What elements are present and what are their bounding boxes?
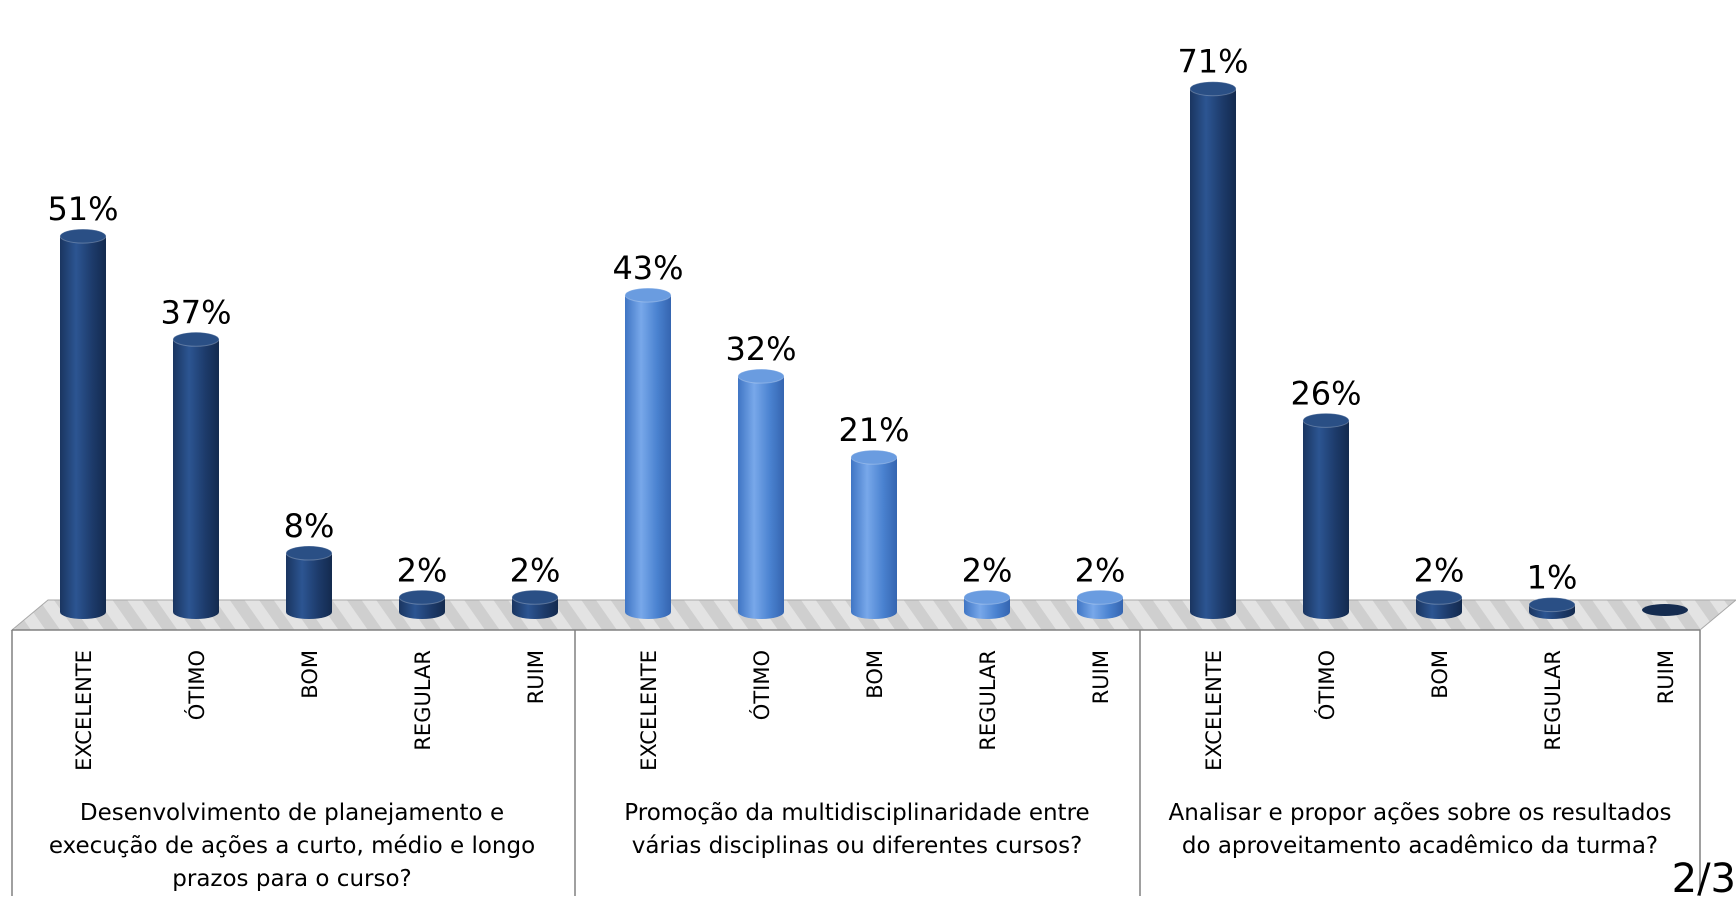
value-label: 2% <box>397 551 448 589</box>
bar <box>286 553 332 619</box>
bar-top <box>1189 81 1237 97</box>
group-label-line: execução de ações a curto, médio e longo <box>49 833 535 859</box>
bar <box>1303 420 1349 619</box>
category-label: EXCELENTE <box>72 650 96 771</box>
bar-top <box>737 368 785 384</box>
page-number: 2/3 <box>1671 856 1736 902</box>
value-label: 2% <box>962 551 1013 589</box>
category-label: BOM <box>298 650 322 699</box>
value-label: 21% <box>838 411 909 449</box>
bar-top <box>285 545 333 561</box>
bar-top <box>172 331 220 347</box>
group-label-line: do aproveitamento acadêmico da turma? <box>1182 833 1658 859</box>
value-labels: 51% 37% 8% 2% 2% 43% 32% 21% 2% 2% 71% 26% 2% 1% <box>47 43 1577 597</box>
category-axis: EXCELENTE ÓTIMO BOM REGULAR RUIM EXCELENTE ÓTI… <box>11 629 1701 896</box>
category-label: ÓTIMO <box>184 650 209 720</box>
group-label-line: várias disciplinas ou diferentes cursos? <box>632 833 1083 859</box>
value-label: 2% <box>1414 551 1465 589</box>
category-label: BOM <box>863 650 887 699</box>
category-label: EXCELENTE <box>637 650 661 771</box>
bar-top <box>624 287 672 303</box>
value-label: 2% <box>510 551 561 589</box>
bar-top <box>1302 412 1350 428</box>
group-labels: Desenvolvimento de planejamento e execuçã… <box>49 800 1672 892</box>
group-label-line: Desenvolvimento de planejamento e <box>80 800 504 826</box>
bar <box>1642 604 1688 616</box>
value-label: 8% <box>284 507 335 545</box>
value-label: 43% <box>612 249 683 287</box>
value-label: 71% <box>1177 43 1248 81</box>
value-label: 51% <box>47 190 118 228</box>
bar-top <box>511 589 559 605</box>
group-label-line: Promoção da multidisciplinaridade entre <box>624 800 1089 826</box>
bar <box>1190 88 1236 620</box>
value-label: 37% <box>160 293 231 331</box>
bar <box>173 339 219 619</box>
bar-top <box>1076 589 1124 605</box>
bar-top <box>1528 597 1576 613</box>
bar-top <box>850 449 898 465</box>
category-label: RUIM <box>1654 650 1678 704</box>
category-label: BOM <box>1428 650 1452 699</box>
value-label: 32% <box>725 330 796 368</box>
category-label: RUIM <box>1089 650 1113 704</box>
group-label-line: Analisar e propor ações sobre os resulta… <box>1168 800 1671 826</box>
group-label-line: prazos para o curso? <box>172 866 411 892</box>
bar <box>60 236 106 619</box>
category-label: REGULAR <box>1541 650 1565 751</box>
value-label: 2% <box>1075 551 1126 589</box>
category-label: REGULAR <box>411 650 435 751</box>
bar-top <box>963 589 1011 605</box>
bar <box>625 295 671 619</box>
category-label: REGULAR <box>976 650 1000 751</box>
category-label: RUIM <box>524 650 548 704</box>
value-label: 1% <box>1527 559 1578 597</box>
value-label: 26% <box>1290 374 1361 412</box>
bar <box>738 376 784 619</box>
bar <box>851 457 897 619</box>
bar-top <box>1415 589 1463 605</box>
category-label: ÓTIMO <box>749 650 774 720</box>
bar-top <box>398 589 446 605</box>
category-label: EXCELENTE <box>1202 650 1226 771</box>
bars <box>59 81 1688 620</box>
bar-top <box>59 228 107 244</box>
category-label: ÓTIMO <box>1314 650 1339 720</box>
